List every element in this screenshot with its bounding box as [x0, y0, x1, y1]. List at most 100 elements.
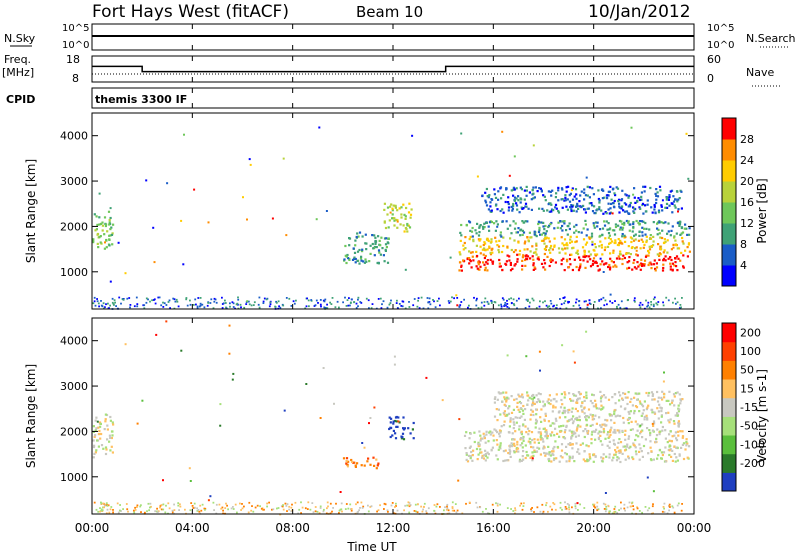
- velocity-echo: [519, 438, 522, 441]
- velocity-echo: [165, 504, 167, 507]
- velocity-echo: [569, 398, 572, 401]
- power-echo: [566, 224, 569, 228]
- velocity-echo: [286, 510, 288, 512]
- power-echo: [432, 299, 434, 301]
- power-echo: [532, 264, 535, 267]
- power-echo: [269, 303, 272, 306]
- power-echo: [478, 231, 481, 234]
- power-echo: [578, 266, 581, 270]
- velocity-echo: [184, 508, 186, 511]
- velocity-echo: [339, 491, 342, 493]
- power-echo: [591, 204, 594, 207]
- velocity-echo: [133, 511, 136, 514]
- power-echo: [660, 204, 663, 207]
- velocity-echo: [589, 424, 592, 427]
- velocity-echo: [496, 510, 499, 513]
- velocity-echo: [512, 510, 515, 512]
- velocity-echo: [623, 503, 626, 506]
- power-echo: [331, 297, 334, 299]
- power-echo: [570, 208, 573, 211]
- velocity-echo: [290, 510, 293, 513]
- velocity-echo: [679, 430, 682, 433]
- velocity-echo: [594, 506, 597, 509]
- velocity-echo: [319, 507, 322, 509]
- velocity-echo: [491, 503, 494, 506]
- velocity-echo: [664, 437, 667, 440]
- power-echo: [109, 207, 112, 210]
- velocity-echo: [498, 435, 501, 438]
- velocity-echo: [527, 440, 530, 443]
- velocity-echo: [560, 392, 563, 396]
- power-echo: [608, 190, 611, 193]
- power-echo: [583, 191, 586, 194]
- velocity-echo: [547, 402, 550, 405]
- power-echo: [145, 179, 148, 182]
- power-echo: [668, 204, 671, 207]
- power-echo: [624, 240, 627, 243]
- power-echo: [634, 238, 637, 241]
- power-echo: [627, 196, 630, 199]
- power-echo: [410, 208, 413, 211]
- nave-label: Nave: [746, 66, 774, 79]
- velocity-echo: [523, 418, 526, 421]
- velocity-echo: [661, 398, 664, 401]
- power-echo: [674, 243, 677, 246]
- power-echo: [506, 254, 509, 257]
- velocity-echo: [99, 425, 102, 428]
- velocity-echo: [605, 508, 608, 511]
- velocity-echo: [416, 511, 419, 514]
- velocity-echo: [95, 416, 98, 419]
- velocity-echo: [554, 406, 557, 409]
- velocity-echo: [455, 511, 458, 514]
- power-echo: [567, 300, 569, 303]
- power-echo: [607, 202, 610, 205]
- velocity-echo: [422, 505, 425, 508]
- power-echo: [640, 238, 643, 241]
- power-echo: [535, 248, 538, 251]
- velocity-echo: [392, 420, 395, 423]
- velocity-echo: [492, 439, 495, 442]
- power-echo: [360, 255, 363, 258]
- velocity-echo: [619, 414, 622, 418]
- power-echo: [390, 299, 392, 302]
- velocity-echo: [412, 437, 415, 440]
- power-echo: [528, 305, 531, 308]
- power-echo: [368, 307, 370, 309]
- velocity-echo: [482, 457, 486, 460]
- power-echo: [252, 304, 255, 306]
- power-scatter: [92, 126, 691, 310]
- power-echo: [507, 201, 510, 204]
- velocity-echo: [512, 427, 515, 430]
- power-echo: [275, 300, 277, 303]
- velocity-echo: [637, 435, 640, 438]
- velocity-echo: [602, 394, 606, 397]
- velocity-echo: [549, 424, 552, 427]
- power-echo: [571, 247, 574, 250]
- power-echo: [516, 260, 519, 263]
- velocity-echo: [304, 507, 307, 510]
- power-echo: [647, 249, 650, 253]
- velocity-echo: [571, 434, 574, 437]
- velocity-echo: [570, 399, 573, 402]
- power-echo: [585, 241, 589, 244]
- power-echo: [674, 206, 677, 209]
- velocity-echo: [666, 441, 669, 444]
- power-echo: [175, 298, 178, 301]
- velocity-echo: [485, 508, 487, 510]
- power-echo: [688, 233, 691, 236]
- power-echo: [576, 252, 580, 256]
- power-echo: [185, 297, 188, 299]
- velocity-echo: [641, 423, 644, 426]
- velocity-echo: [571, 456, 574, 460]
- velocity-echo: [248, 501, 251, 504]
- power-echo: [103, 216, 107, 219]
- power-echo: [468, 262, 471, 265]
- power-echo: [563, 222, 566, 225]
- power-echo: [586, 185, 589, 188]
- power-echo: [531, 297, 534, 300]
- velocity-echo: [349, 503, 352, 506]
- velocity-echo: [581, 401, 584, 405]
- velocity-echo: [653, 411, 656, 414]
- power-echo: [641, 263, 644, 266]
- velocity-echo: [651, 394, 654, 397]
